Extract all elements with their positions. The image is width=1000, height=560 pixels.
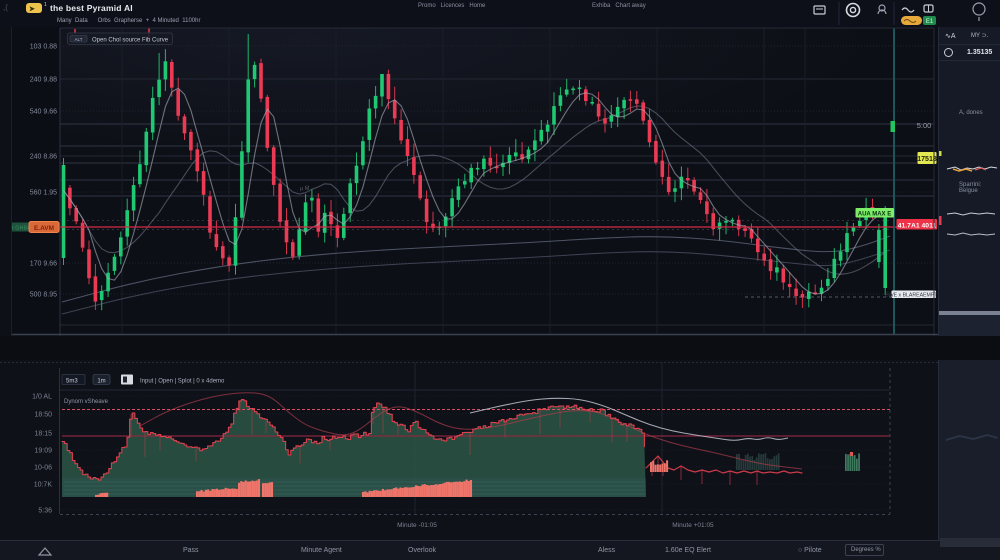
svg-text:560 1.95: 560 1.95	[30, 190, 57, 197]
svg-text:Open Chol source Fib Curve: Open Chol source Fib Curve	[92, 38, 169, 44]
svg-text:10:7K: 10:7K	[34, 482, 53, 489]
svg-text:Minute -01:05: Minute -01:05	[397, 522, 437, 529]
svg-text:Input | Open | Splot | 0: Input | Open | Splot | 0 x 4demo	[140, 379, 225, 385]
svg-text:18:15: 18:15	[34, 431, 52, 438]
svg-text:19:09: 19:09	[34, 448, 52, 455]
svg-text:170 9.66: 170 9.66	[30, 261, 57, 268]
svg-text:1m: 1m	[97, 379, 105, 385]
svg-text:EC4 GHB4B: EC4 GHB4B	[3, 226, 34, 232]
svg-text:5:36: 5:36	[38, 508, 52, 515]
svg-text:5:00: 5:00	[917, 121, 932, 130]
svg-text:Minute +01:05: Minute +01:05	[672, 522, 714, 529]
svg-text:103 0.88: 103 0.88	[30, 44, 57, 51]
svg-text:17518: 17518	[917, 156, 937, 163]
svg-text:240 8.86: 240 8.86	[30, 154, 57, 161]
svg-text:18:50: 18:50	[34, 412, 52, 419]
svg-text:41.7A1 4011: 41.7A1 4011	[898, 223, 937, 230]
svg-text:AUA MAX E: AUA MAX E	[858, 212, 891, 218]
svg-text:ALT: ALT	[75, 37, 83, 42]
svg-text:E1: E1	[926, 19, 934, 25]
svg-text:BWE x BLAREAEMPT 9: BWE x BLAREAEMPT 9	[885, 293, 940, 299]
svg-text:540 9.66: 540 9.66	[30, 109, 57, 116]
svg-text:1/0 AL: 1/0 AL	[32, 394, 52, 401]
svg-text:10-06: 10-06	[34, 465, 52, 472]
svg-text:5m3: 5m3	[66, 379, 78, 385]
svg-text:500 8.95: 500 8.95	[30, 292, 57, 299]
svg-text:Dynom vSheave: Dynom vSheave	[64, 399, 109, 405]
svg-text:µ M̂: µ M̂	[300, 185, 310, 192]
svg-text:240 9.88: 240 9.88	[30, 77, 57, 84]
svg-text:E.AVM: E.AVM	[34, 225, 54, 232]
